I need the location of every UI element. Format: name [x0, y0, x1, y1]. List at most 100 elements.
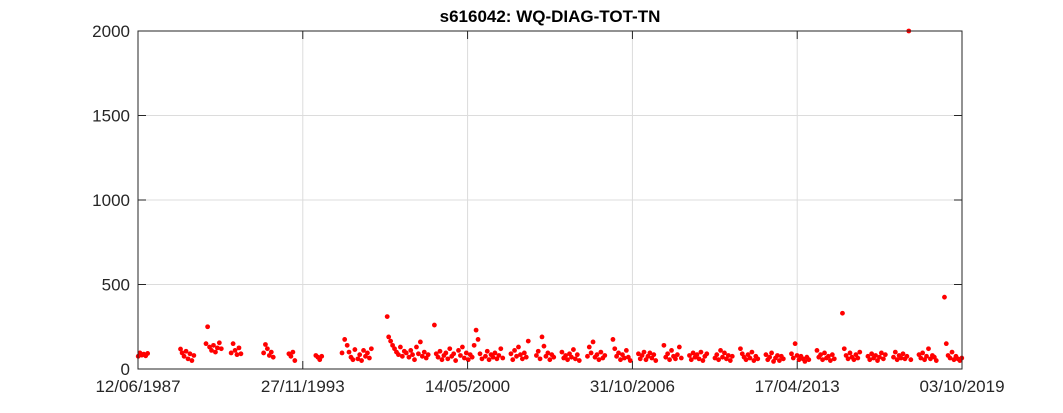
data-point — [263, 342, 268, 347]
data-point — [361, 348, 366, 353]
data-point — [869, 351, 875, 357]
data-point — [831, 356, 837, 362]
data-point — [596, 357, 602, 363]
data-point — [802, 358, 808, 364]
data-point — [344, 342, 350, 348]
data-point — [268, 349, 274, 355]
data-point — [319, 353, 325, 359]
data-point — [827, 358, 833, 363]
data-point — [880, 356, 886, 362]
data-point — [456, 348, 461, 353]
data-point — [410, 352, 415, 358]
data-point — [234, 352, 240, 358]
data-point — [399, 353, 405, 359]
data-point — [534, 353, 539, 358]
data-point — [585, 353, 590, 359]
data-point — [261, 350, 267, 356]
data-point — [569, 354, 574, 360]
data-point — [687, 353, 692, 358]
data-point — [290, 349, 296, 355]
data-point — [359, 358, 364, 363]
grid-lines — [138, 31, 962, 369]
data-point — [720, 354, 725, 360]
x-tick-label: 12/06/1987 — [95, 377, 180, 396]
data-point — [769, 350, 774, 356]
data-point — [641, 349, 647, 355]
data-point — [780, 356, 786, 362]
data-point — [669, 348, 674, 353]
data-point — [461, 355, 467, 361]
data-point — [777, 358, 782, 363]
data-point — [588, 350, 594, 356]
data-point — [636, 351, 641, 357]
data-point — [594, 352, 600, 358]
data-point — [926, 346, 931, 352]
data-point — [185, 356, 191, 362]
data-point — [535, 348, 541, 354]
data-point — [794, 353, 800, 358]
data-point — [602, 353, 608, 358]
data-point — [471, 342, 477, 348]
data-point — [814, 348, 820, 353]
data-point — [339, 350, 345, 356]
data-point — [667, 357, 672, 363]
data-point — [722, 350, 727, 356]
data-point — [508, 351, 514, 357]
data-point — [516, 344, 521, 350]
data-point — [879, 350, 884, 356]
data-point — [230, 341, 236, 347]
data-point — [918, 355, 924, 361]
data-point — [665, 351, 671, 357]
y-tick-label: 2000 — [92, 22, 130, 41]
data-point — [900, 351, 906, 357]
data-point — [510, 357, 516, 363]
data-point — [942, 294, 947, 300]
y-tick-label: 1000 — [92, 191, 130, 210]
data-point — [398, 344, 403, 350]
data-point — [898, 355, 904, 361]
data-point — [845, 356, 851, 362]
data-point — [453, 358, 459, 363]
data-point — [205, 324, 211, 330]
data-point — [678, 355, 684, 361]
data-point — [232, 348, 238, 353]
data-point — [514, 353, 519, 359]
data-point — [523, 354, 529, 360]
data-point — [189, 358, 195, 363]
data-point — [366, 355, 372, 361]
data-point — [209, 348, 214, 353]
data-point — [920, 350, 926, 356]
data-point — [465, 357, 471, 363]
data-point — [218, 346, 224, 352]
data-point — [621, 355, 627, 361]
data-point — [877, 354, 882, 360]
data-point — [851, 357, 857, 363]
data-point — [873, 353, 878, 358]
data-point — [432, 322, 437, 328]
data-point — [352, 347, 358, 352]
data-point — [187, 351, 193, 357]
data-point — [512, 348, 517, 353]
data-point — [355, 356, 361, 362]
data-point — [767, 354, 773, 360]
data-point — [368, 346, 374, 352]
data-point — [653, 358, 659, 363]
data-point — [696, 356, 702, 362]
data-point — [763, 352, 769, 358]
data-point — [421, 349, 427, 355]
data-point — [747, 355, 753, 361]
data-point — [475, 337, 481, 342]
data-points — [135, 28, 965, 364]
data-point — [342, 337, 348, 342]
x-tick-label: 27/11/1993 — [261, 377, 345, 396]
y-tick-label: 0 — [121, 360, 130, 379]
data-point — [676, 344, 682, 350]
data-point — [479, 356, 485, 362]
data-point — [847, 350, 853, 356]
data-point — [228, 350, 234, 356]
data-point — [500, 355, 506, 361]
data-point — [496, 353, 502, 358]
data-point — [729, 353, 735, 359]
data-point — [214, 345, 220, 351]
data-point — [933, 358, 939, 363]
